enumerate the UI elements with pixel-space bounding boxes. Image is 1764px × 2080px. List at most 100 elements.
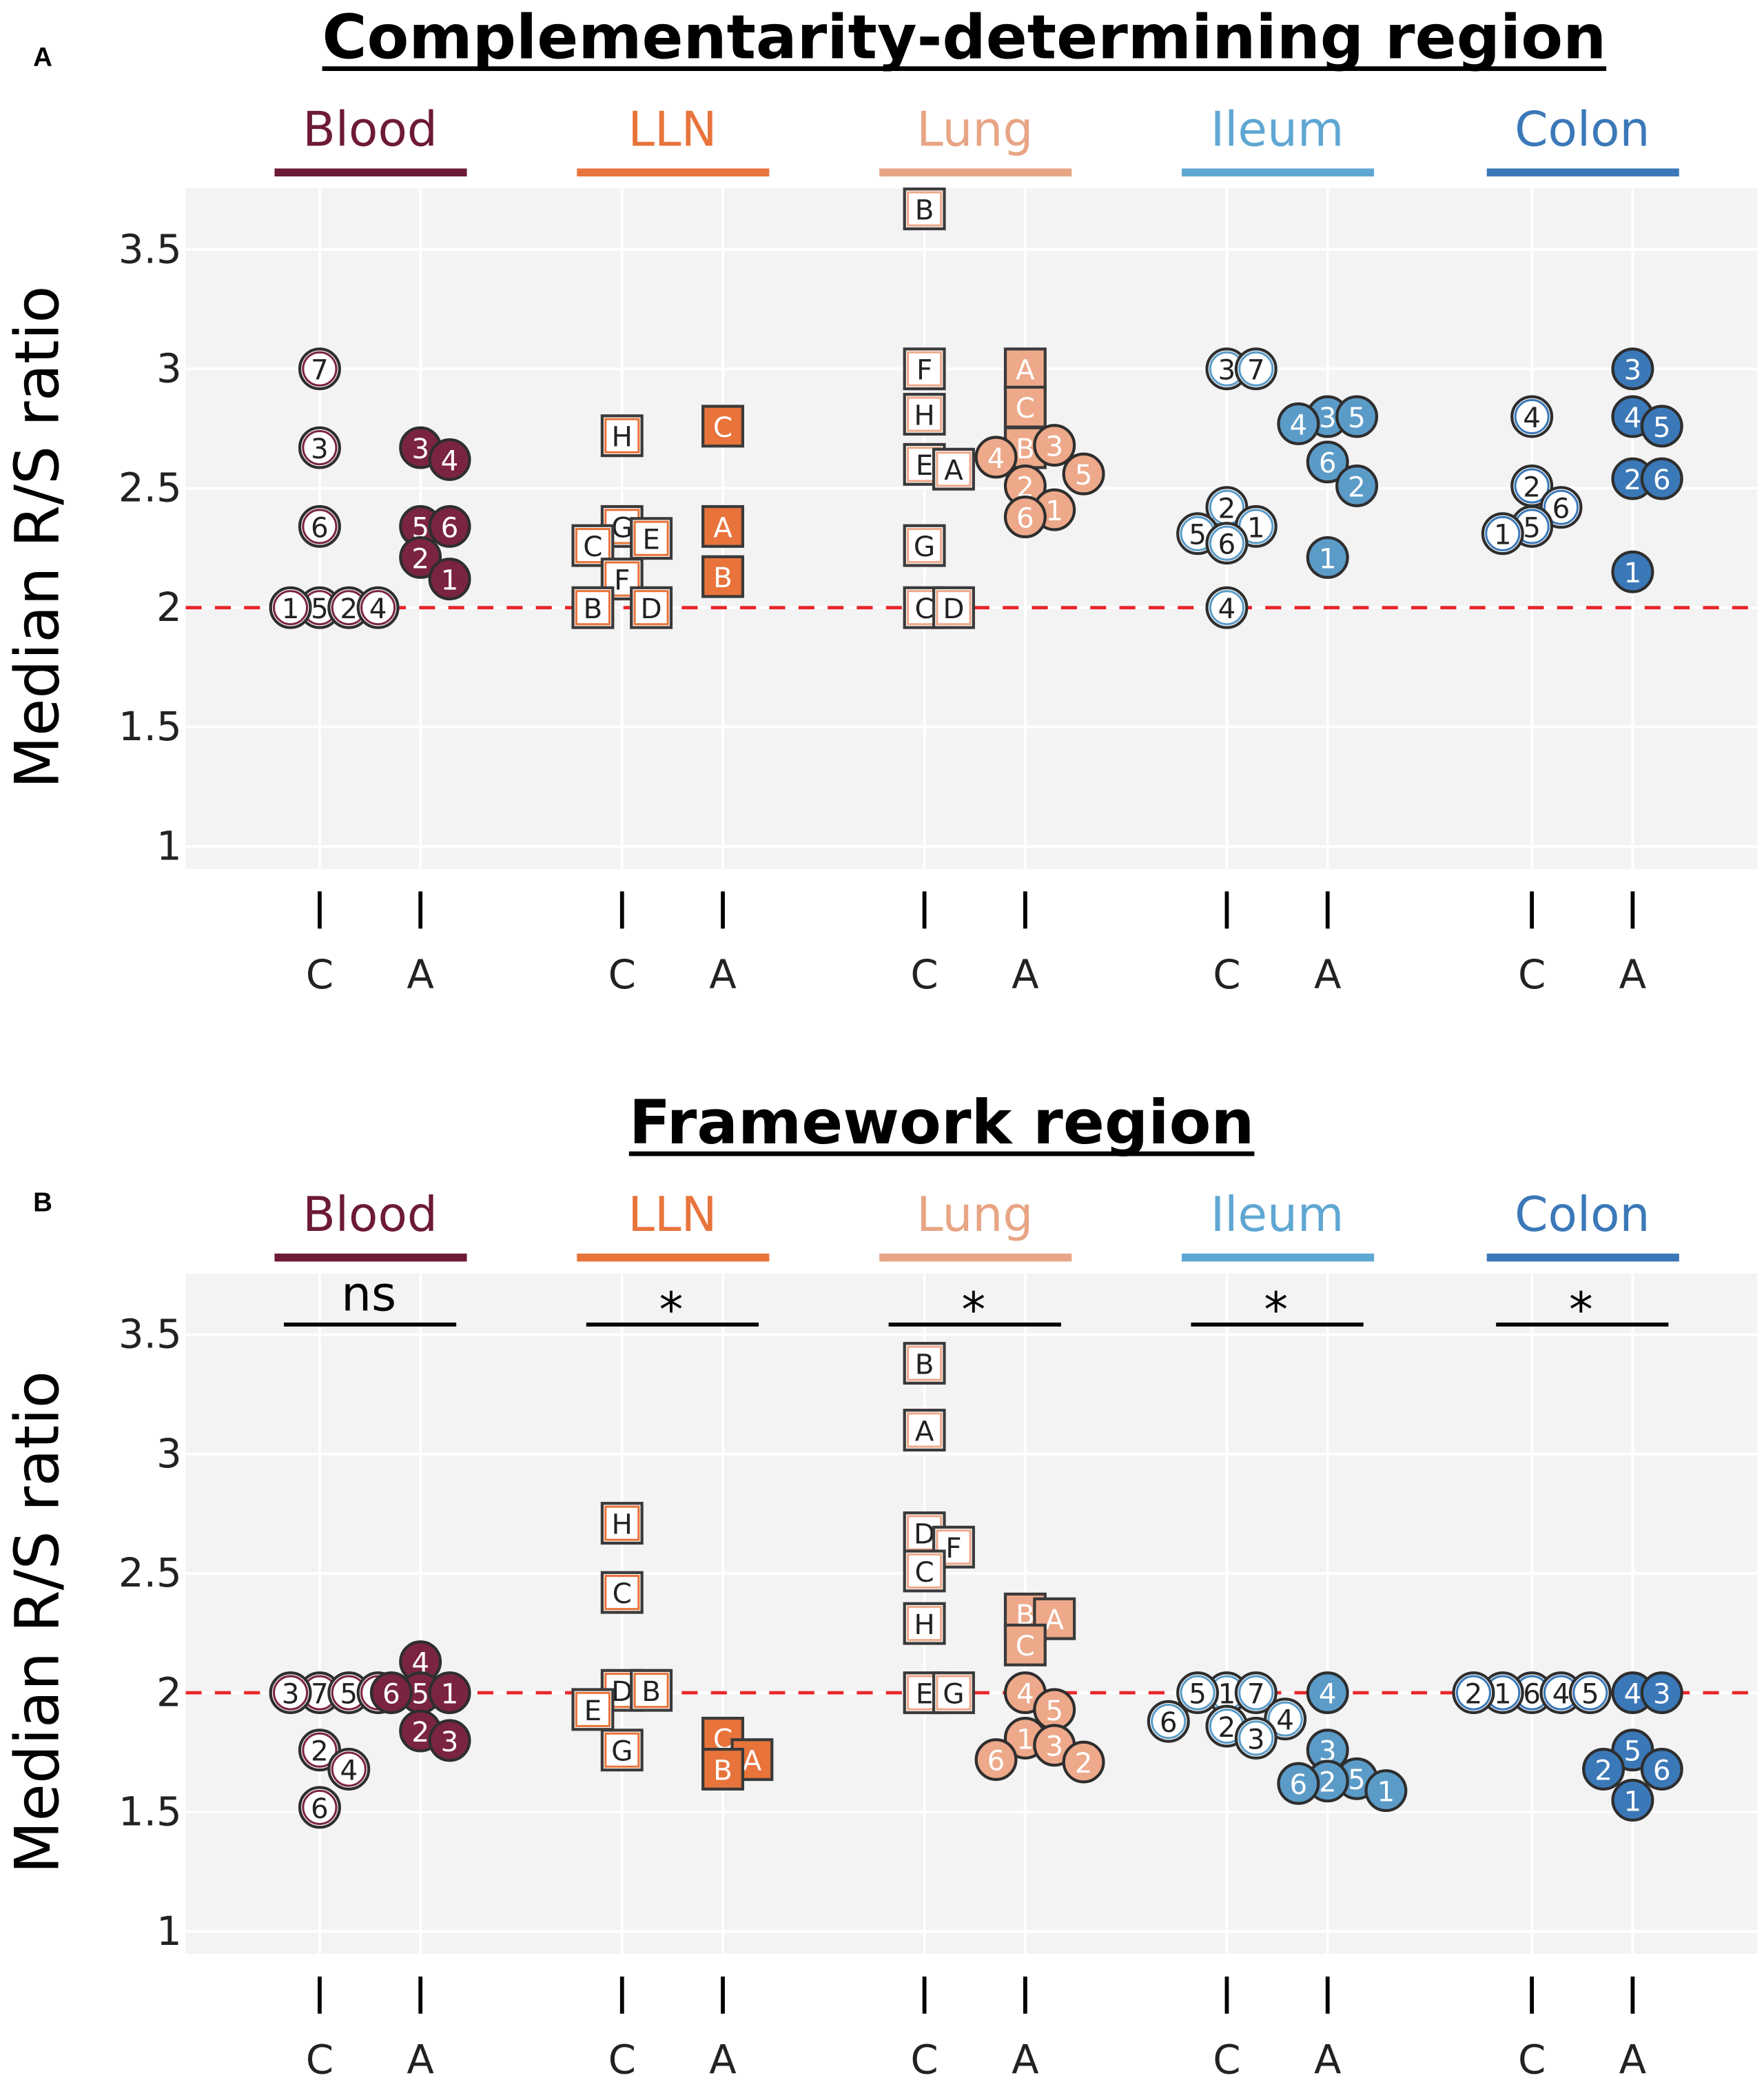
point-label: 2 [411,1715,429,1748]
marker-ring [1514,468,1550,504]
marker-ring [936,1529,972,1565]
point-label: 6 [1653,1753,1671,1786]
x-tick-label: A [1012,951,1039,998]
data-point: G [903,524,946,567]
point-label: H [612,1508,633,1541]
x-tick-label: C [608,2036,636,2080]
significance-bar [283,1322,457,1327]
tissue-label: Lung [916,103,1033,158]
marker-ring [1238,351,1274,387]
point-label: C [713,411,732,444]
square-marker [903,393,946,436]
panel-b: B Framework region 1 1.5 2 2.5 3 3.5 Median R/S … [2,1087,1758,2080]
circle-marker [298,426,341,469]
point-label: 4 [441,444,459,477]
data-point: 1 [1611,1779,1654,1822]
point-label: 5 [311,592,329,625]
point-label: 5 [411,1678,429,1711]
data-point: 6 [1205,522,1249,565]
data-point: A [903,1409,946,1452]
x-tick-label: A [1012,2036,1039,2080]
point-label: 3 [1218,354,1236,387]
data-point: D [932,586,975,629]
point-label: 3 [1624,354,1642,387]
significance-label: * [961,1283,985,1338]
tissue-bar [274,168,467,176]
circle-marker [1277,1762,1320,1805]
point-label: 1 [282,592,300,625]
data-point: C [903,586,946,629]
tissue-bar [1181,168,1375,176]
square-marker [701,555,745,598]
point-label: G [943,1678,964,1711]
tissue-label: Colon [1515,1187,1650,1243]
marker-ring [936,1675,972,1711]
square-marker [701,504,745,548]
data-point: 2 [327,586,371,629]
point-label: 2 [311,1735,329,1768]
data-point: B [701,555,745,598]
point-label: 1 [1016,1722,1034,1755]
data-point: 4 [1277,402,1320,445]
data-point: 7 [1234,1671,1278,1715]
point-label: B [642,1675,661,1708]
y-axis-title: Median R/S ratio [2,286,73,789]
x-tick-label: A [1619,2036,1647,2080]
circle-marker [1582,1748,1625,1791]
point-label: 6 [987,1744,1005,1777]
point-label: 2 [1348,470,1366,503]
square-marker [701,405,745,448]
circle-marker [1568,1671,1612,1715]
point-label: 5 [1189,1678,1207,1711]
marker-ring [1267,1701,1303,1737]
marker-ring [604,418,640,453]
point-label: 6 [311,511,329,544]
data-point: 5 [1568,1671,1612,1715]
data-point: 6 [298,1786,341,1829]
marker-ring [906,528,943,564]
point-label: 1 [441,564,459,597]
circle-marker [1205,586,1249,629]
point-label: B [1016,432,1035,465]
significance-label: * [1264,1283,1288,1338]
marker-ring [360,590,396,626]
tissue-bar [274,1253,467,1262]
data-point: 1 [428,1671,471,1715]
data-point: F [903,347,946,391]
square-marker [630,1669,673,1712]
point-label: 3 [1247,1722,1265,1755]
point-label: 6 [1552,492,1570,525]
point-label: 2 [1319,1766,1337,1799]
point-label: 5 [1075,458,1093,491]
data-point: 6 [298,504,341,548]
square-marker [1003,347,1047,391]
point-label: 7 [1247,354,1265,387]
point-label: 2 [1218,1711,1236,1744]
circle-marker [1205,522,1249,565]
marker-ring [906,396,943,432]
x-tick-label: A [709,2036,737,2080]
point-label: 6 [1523,1678,1541,1711]
point-label: 5 [1348,401,1366,434]
data-point: B [630,1669,673,1712]
data-point: 7 [298,347,341,391]
point-label: 6 [1160,1706,1178,1739]
point-label: C [1016,391,1035,425]
point-label: C [613,1577,632,1610]
data-point: 4 [356,586,400,629]
square-marker [932,586,975,629]
circle-marker [1640,1671,1683,1715]
y-tick-label: 3 [156,345,182,391]
data-point: 6 [1003,496,1047,539]
data-point: 5 [1176,1671,1220,1715]
marker-ring [604,1505,640,1541]
circle-marker [1640,405,1683,448]
tissue-label: Ileum [1211,1187,1344,1243]
data-point: C [1003,385,1047,429]
marker-ring [331,1751,367,1787]
circle-marker [1640,457,1683,500]
point-label: C [914,592,934,625]
data-point: 1 [1481,512,1524,555]
